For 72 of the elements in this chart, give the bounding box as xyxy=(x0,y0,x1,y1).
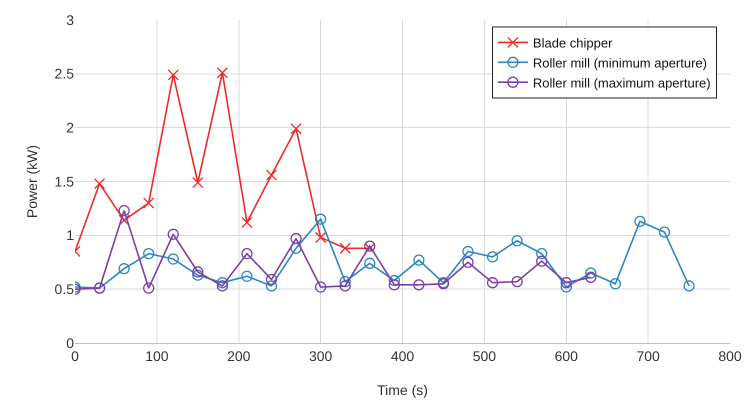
point xyxy=(340,242,351,254)
point xyxy=(486,251,498,263)
point xyxy=(192,176,204,188)
point xyxy=(560,281,572,293)
y-tick-label: 2.5 xyxy=(54,66,74,82)
x-axis-title: Time (s) xyxy=(377,382,428,398)
point xyxy=(610,278,622,290)
point xyxy=(462,246,474,258)
point xyxy=(658,226,670,238)
point xyxy=(241,270,253,282)
point xyxy=(216,280,228,292)
x-tick-label: 600 xyxy=(554,348,578,364)
x-tick-label: 800 xyxy=(718,348,742,364)
point xyxy=(314,214,326,225)
point xyxy=(143,282,154,294)
x-tick-label: 100 xyxy=(145,348,169,364)
legend-label: Roller mill (maximum aperture) xyxy=(532,75,711,90)
legend-label: Roller mill (minimum aperture) xyxy=(532,55,707,70)
point xyxy=(388,279,400,291)
y-axis-title: Power (kW) xyxy=(24,144,40,218)
point xyxy=(364,240,376,252)
point xyxy=(413,254,425,266)
y-tick-label: 3 xyxy=(66,12,74,28)
point xyxy=(585,272,596,283)
point xyxy=(683,280,695,292)
point xyxy=(266,169,278,181)
point xyxy=(290,123,302,134)
point xyxy=(536,256,548,267)
point xyxy=(266,280,278,292)
point xyxy=(314,232,326,244)
y-tick-label: 1.5 xyxy=(54,173,74,190)
point xyxy=(192,270,204,281)
y-tick-label: 0 xyxy=(66,334,74,351)
point xyxy=(118,204,130,216)
y-tick-label: 2 xyxy=(66,120,74,136)
x-tick-label: 500 xyxy=(472,348,496,364)
point xyxy=(241,248,253,260)
point xyxy=(168,228,179,240)
point xyxy=(314,281,326,293)
x-tick-label: 200 xyxy=(227,348,251,364)
point xyxy=(364,258,376,269)
point xyxy=(216,67,228,78)
point xyxy=(216,277,228,288)
point xyxy=(340,276,351,288)
point xyxy=(94,178,106,190)
point xyxy=(143,248,154,260)
point xyxy=(266,274,278,286)
point xyxy=(290,232,302,244)
point xyxy=(511,276,523,288)
point xyxy=(413,279,425,291)
point xyxy=(290,242,302,254)
point xyxy=(168,69,179,81)
point xyxy=(118,263,130,274)
point xyxy=(511,235,523,246)
point xyxy=(340,280,351,292)
x-tick-label: 700 xyxy=(636,348,660,364)
point xyxy=(634,216,646,227)
point xyxy=(486,277,498,288)
x-tick-label: 300 xyxy=(308,348,333,364)
point xyxy=(585,267,596,279)
point xyxy=(143,197,154,209)
legend-label: Blade chipper xyxy=(532,35,614,50)
point xyxy=(462,256,474,268)
point xyxy=(168,253,179,265)
point xyxy=(388,274,400,286)
y-tick-label: 1 xyxy=(66,227,74,244)
point xyxy=(536,248,548,260)
point xyxy=(560,277,572,288)
y-tick-label: 0.5 xyxy=(54,281,74,298)
x-tick-label: 400 xyxy=(390,348,414,364)
point xyxy=(241,216,253,228)
point xyxy=(192,266,204,278)
